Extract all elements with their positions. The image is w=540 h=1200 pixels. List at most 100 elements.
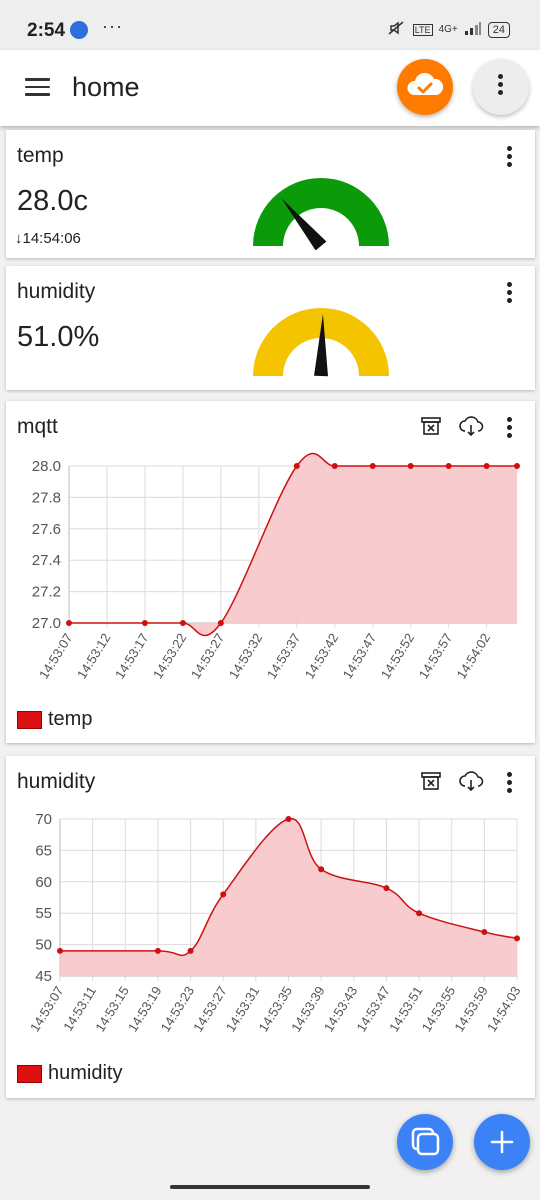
x-tick-label: 14:53:22 (150, 631, 190, 682)
y-tick-label: 27.2 (32, 584, 61, 601)
y-tick-label: 45 (35, 968, 52, 985)
data-point (285, 816, 292, 822)
y-tick-label: 55 (35, 905, 52, 922)
card-title: humidity (17, 770, 96, 793)
humidity-chart: 70656055504514:53:0714:53:1114:53:1514:5… (27, 811, 524, 1035)
card-menu-icon[interactable] (507, 772, 513, 796)
x-tick-label: 14:53:47 (340, 631, 380, 682)
status-icons: LTE 4G+ 24 (387, 20, 510, 39)
gauge-arc (253, 178, 389, 246)
data-point (220, 891, 227, 898)
arrow-down-icon: ↓ (15, 230, 23, 247)
network-type: 4G+ (438, 24, 458, 35)
data-point (445, 463, 452, 469)
data-point (293, 463, 300, 469)
y-tick-label: 70 (35, 811, 52, 828)
temp-card: temp 28.0c ↓14:54:06 (6, 130, 535, 258)
humidity-value: 51.0% (17, 321, 100, 353)
humidity-card: humidity 51.0% (6, 266, 535, 390)
more-vertical-icon (498, 74, 504, 98)
x-tick-label: 14:53:12 (74, 631, 114, 682)
series-line (59, 818, 518, 957)
y-tick-label: 27.6 (32, 521, 61, 538)
x-tick-label: 14:53:52 (378, 631, 418, 682)
x-tick-label: 14:53:42 (302, 631, 342, 682)
timestamp: 14:54:06 (22, 230, 81, 247)
last-update: ↓14:54:06 (15, 230, 81, 247)
card-menu-icon[interactable] (507, 417, 513, 441)
data-point (318, 866, 325, 873)
data-point (514, 463, 520, 469)
y-tick-label: 28.0 (32, 458, 61, 475)
lte-badge: LTE (412, 23, 433, 36)
legend-swatch (17, 1064, 42, 1083)
legend-swatch (17, 710, 42, 729)
data-point (154, 947, 161, 954)
data-point (66, 620, 72, 626)
temp-value: 28.0c (17, 185, 88, 217)
humidity-chart-card: humidity 70 65 60 55 50 45 14:53:07 14:53:11 14:… (6, 756, 535, 1098)
mqtt-chart: 28.0 27.8 27.6 27.4 27.2 27.014:53:0714:53:12… (32, 452, 520, 682)
y-tick-label: 65 (35, 842, 52, 859)
home-indicator[interactable] (170, 1185, 370, 1189)
card-title: humidity (17, 280, 96, 303)
card-title: temp (17, 144, 64, 167)
card-menu-icon[interactable] (507, 146, 513, 170)
mute-icon (387, 20, 407, 39)
cloud-download-icon[interactable] (458, 415, 484, 442)
signal-icon (464, 21, 482, 38)
temp-gauge (253, 178, 389, 250)
gauge-arc (253, 308, 389, 376)
data-point (331, 463, 338, 469)
gauge-needle (281, 198, 327, 250)
data-point (407, 463, 414, 469)
cloud-check-icon (407, 72, 444, 95)
copy-button[interactable] (397, 1114, 453, 1170)
legend-label: temp (48, 708, 93, 730)
x-tick-label: 14:53:37 (264, 631, 304, 682)
y-tick-label: 60 (35, 874, 52, 891)
data-point (483, 463, 490, 469)
legend-label: humidity (48, 1062, 123, 1084)
x-tick-label: 14:53:32 (226, 631, 266, 682)
plus-icon (490, 1130, 514, 1154)
series-area (60, 818, 517, 976)
y-tick-label: 27.0 (32, 615, 61, 632)
data-point (369, 463, 376, 469)
clear-data-icon[interactable] (420, 770, 442, 797)
cloud-sync-button[interactable] (397, 59, 453, 115)
x-tick-label: 14:53:17 (112, 631, 152, 682)
series-line (69, 452, 517, 637)
x-tick-label: 14:54:02 (454, 631, 494, 682)
overflow-menu-button[interactable] (473, 59, 529, 115)
status-bar: 2:54 ··· LTE 4G+ 24 (0, 0, 540, 50)
x-tick-label: 14:53:57 (416, 631, 456, 682)
page-title: home (72, 72, 140, 102)
y-tick-label: 27.8 (32, 489, 61, 506)
chart-legend: humidity (17, 1062, 122, 1085)
data-point (179, 620, 186, 626)
menu-icon[interactable] (25, 78, 50, 98)
add-button[interactable] (474, 1114, 530, 1170)
gauge-needle (314, 314, 328, 377)
chart-legend: temp (17, 708, 92, 731)
x-tick-label: 14:53:27 (188, 631, 228, 682)
data-point (383, 885, 390, 892)
cloud-download-icon[interactable] (458, 770, 484, 797)
humidity-gauge (253, 308, 389, 377)
data-point (217, 620, 224, 626)
copy-icon (411, 1127, 440, 1156)
clear-data-icon[interactable] (420, 415, 442, 442)
series-area (69, 453, 517, 636)
card-menu-icon[interactable] (507, 282, 513, 306)
app-bar: home (0, 50, 540, 126)
x-tick-label: 14:53:07 (36, 631, 76, 682)
data-point (187, 947, 194, 954)
status-time: 2:54 (27, 20, 66, 41)
data-point (514, 935, 520, 942)
data-point (141, 620, 148, 626)
mqtt-chart-card: mqtt 28.0 27.8 27.6 27.4 27.2 27.0 14:53:07 14:… (6, 401, 535, 743)
chat-notification-icon (70, 21, 88, 39)
data-point (416, 910, 423, 917)
more-notifications-icon: ··· (102, 16, 123, 36)
